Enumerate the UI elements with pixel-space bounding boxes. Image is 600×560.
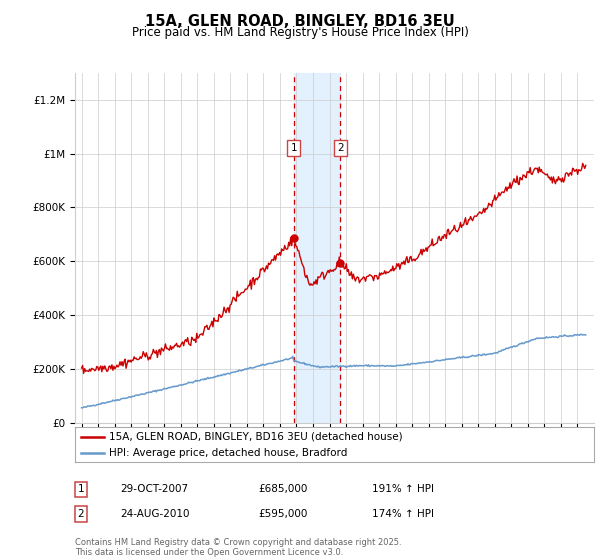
Bar	[293, 73, 340, 423]
Text: 2: 2	[337, 143, 344, 153]
Text: £685,000: £685,000	[258, 484, 307, 494]
Text: 191% ↑ HPI: 191% ↑ HPI	[372, 484, 434, 494]
Text: Contains HM Land Registry data © Crown copyright and database right 2025.
This d: Contains HM Land Registry data © Crown c…	[75, 538, 401, 557]
Text: 1: 1	[290, 143, 297, 153]
Text: 1: 1	[77, 484, 85, 494]
Text: £595,000: £595,000	[258, 509, 307, 519]
Text: HPI: Average price, detached house, Bradford: HPI: Average price, detached house, Brad…	[109, 447, 347, 458]
Text: 29-OCT-2007: 29-OCT-2007	[120, 484, 188, 494]
Text: Price paid vs. HM Land Registry's House Price Index (HPI): Price paid vs. HM Land Registry's House …	[131, 26, 469, 39]
Text: 15A, GLEN ROAD, BINGLEY, BD16 3EU: 15A, GLEN ROAD, BINGLEY, BD16 3EU	[145, 14, 455, 29]
Text: 15A, GLEN ROAD, BINGLEY, BD16 3EU (detached house): 15A, GLEN ROAD, BINGLEY, BD16 3EU (detac…	[109, 432, 403, 442]
Text: 2: 2	[77, 509, 85, 519]
Text: 24-AUG-2010: 24-AUG-2010	[120, 509, 190, 519]
Text: 174% ↑ HPI: 174% ↑ HPI	[372, 509, 434, 519]
